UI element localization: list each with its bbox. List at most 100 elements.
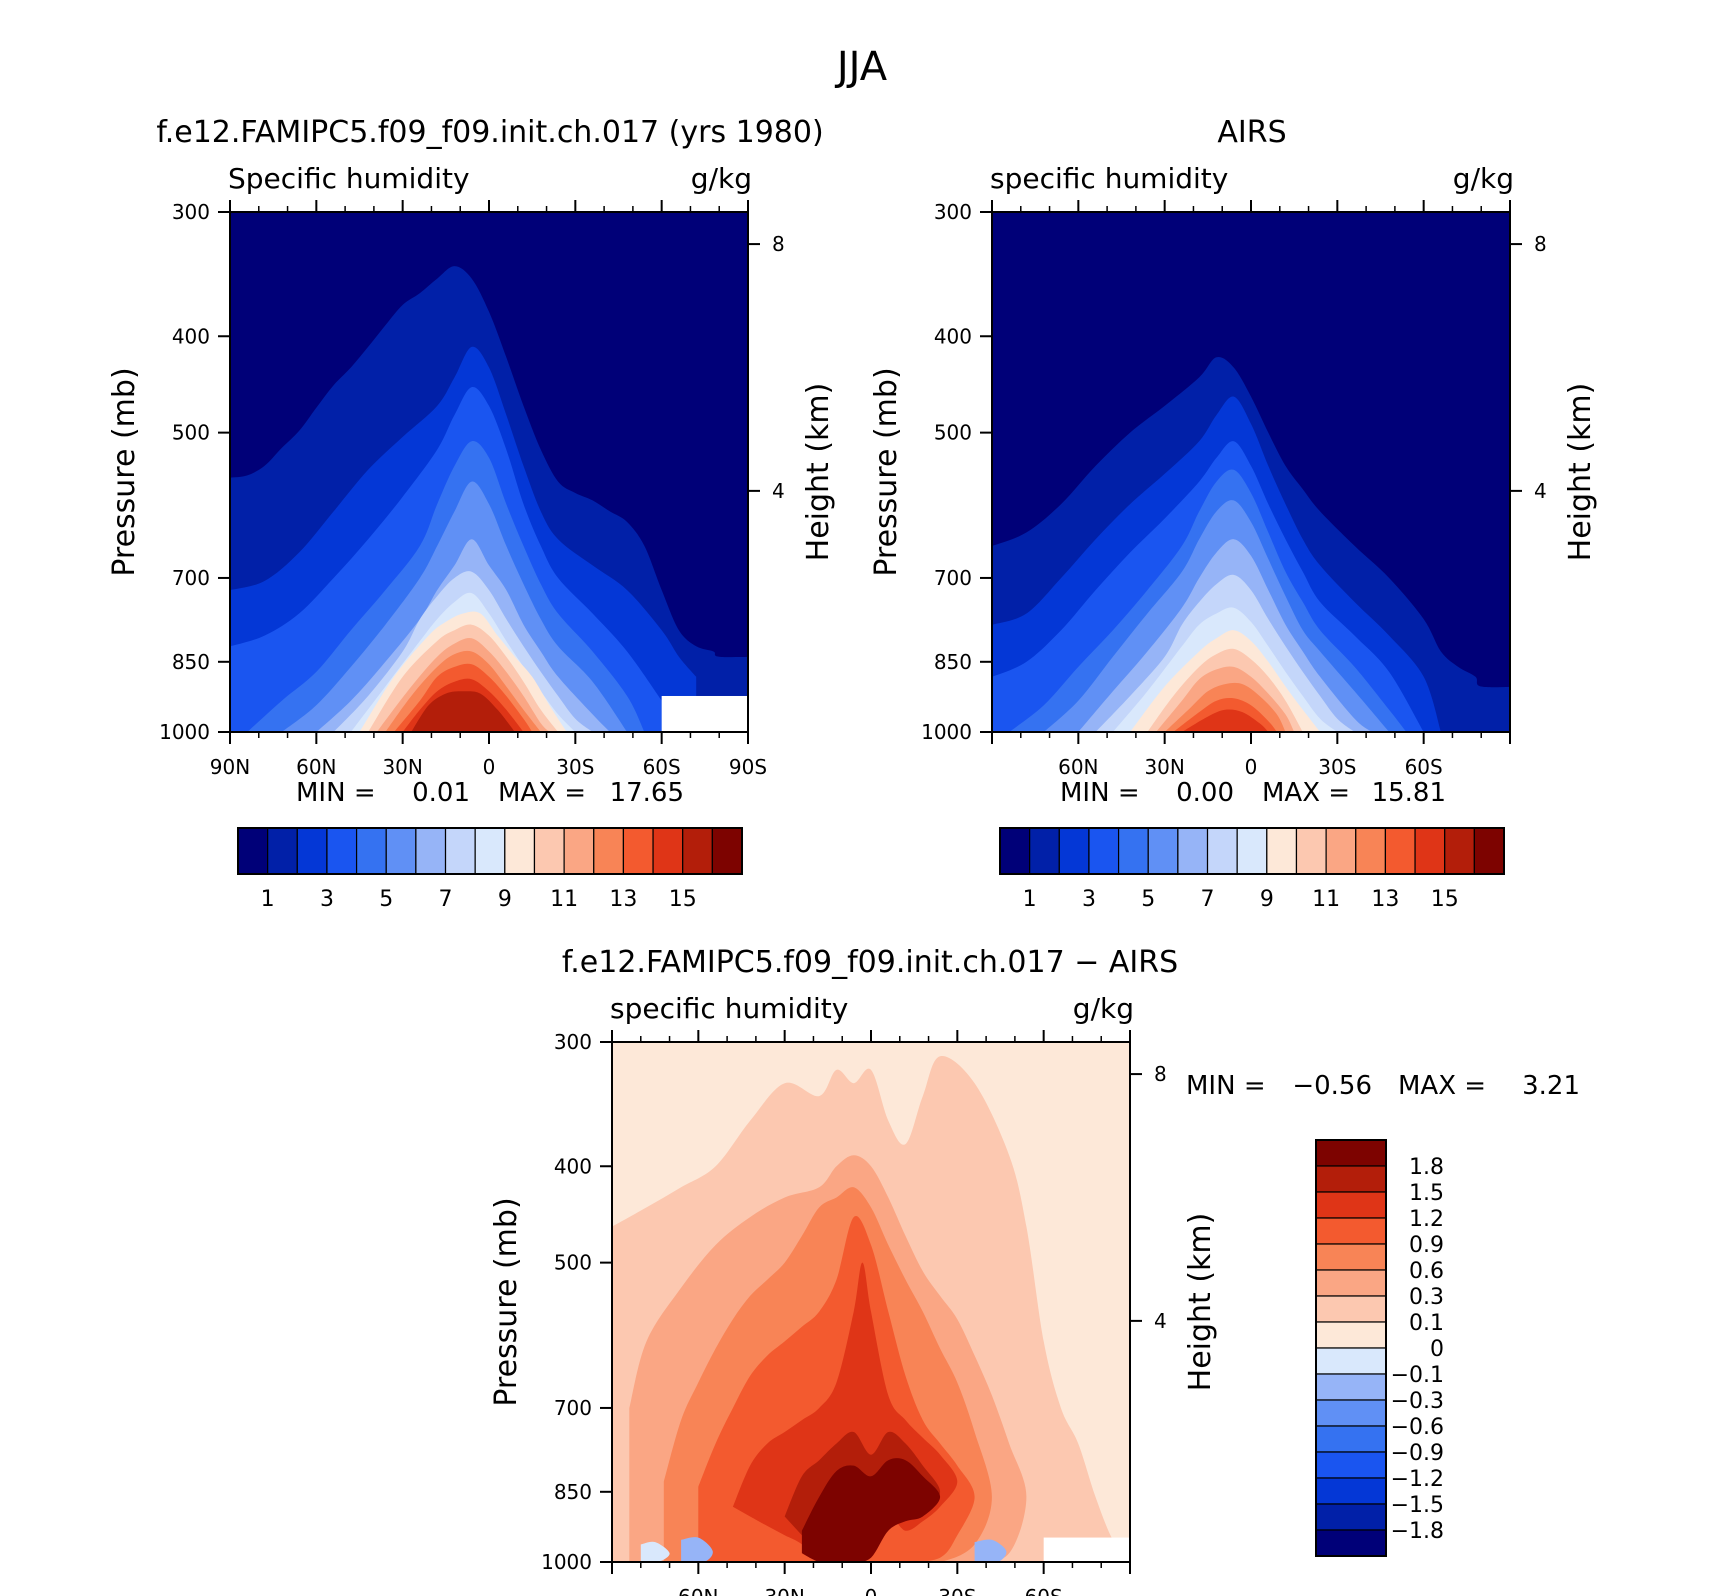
colorbar-frame: [237, 827, 743, 875]
colorbar-label: 0.6: [1409, 1259, 1444, 1284]
y-tick-label: 700: [934, 566, 972, 590]
colorbar-swatch: [1315, 1529, 1387, 1557]
colorbar-swatch: [682, 827, 713, 875]
panel-model-title: f.e12.FAMIPC5.f09_f09.init.ch.017 (yrs 1…: [156, 115, 823, 150]
contour-band-negative: [640, 1541, 670, 1562]
x-tick-label: 60N: [296, 755, 336, 779]
colorbar-swatch: [326, 827, 358, 875]
y-right-tick-label: 4: [1534, 479, 1547, 503]
panel-airs: AIRS specific humidity g/kg 60N 30N 0 30S 60…: [869, 115, 1598, 912]
x-tick-label: 90N: [210, 755, 250, 779]
colorbar-label: 3: [1082, 887, 1096, 912]
panel-model-min-label: MIN =: [296, 778, 376, 808]
missing-data: [1043, 1537, 1130, 1562]
panel-model-subtitle-right: g/kg: [691, 162, 752, 195]
panel-model-min-value: 0.01: [412, 778, 470, 808]
colorbar-swatch: [1315, 1295, 1387, 1323]
y-tick-label: 1000: [159, 720, 210, 744]
missing-data: [661, 695, 748, 732]
colorbar-label: −0.3: [1391, 1389, 1444, 1414]
panel-model-axes: 90N 60N 30N 0 30S 60S 90S 300 400 500 700 850 1000 8 4: [159, 200, 785, 779]
colorbar-swatch: [415, 827, 447, 875]
colorbar-swatch: [1315, 1217, 1387, 1245]
colorbar-label: 15: [669, 887, 697, 912]
colorbar-swatch: [652, 827, 684, 875]
panel-airs-max-value: 15.81: [1372, 778, 1446, 808]
colorbar-label: 5: [1141, 887, 1155, 912]
y-tick-label: 500: [554, 1251, 592, 1275]
colorbar-swatch: [1029, 827, 1060, 875]
panel-airs-title: AIRS: [1217, 115, 1286, 150]
x-tick-label: 60S: [1405, 755, 1443, 779]
colorbar-swatch: [1414, 827, 1446, 875]
colorbar-label: 0: [1430, 1337, 1444, 1362]
y-right-tick-label: 8: [1534, 232, 1547, 256]
colorbar-swatch: [1444, 827, 1475, 875]
colorbar-swatch: [1355, 827, 1387, 875]
colorbar-swatch: [444, 827, 476, 875]
x-tick-label: 60N: [1058, 755, 1098, 779]
colorbar-label: 1: [1023, 887, 1037, 912]
colorbar-label: 0.1: [1409, 1311, 1444, 1336]
y-tick-label: 850: [934, 650, 972, 674]
panel-airs-axes: 60N 30N 0 30S 60S 300 400 500 700 850 1000 8 4: [921, 200, 1547, 779]
panel-diff-ylabel-right: Height (km): [1183, 1213, 1218, 1392]
x-tick-label: 0: [1245, 755, 1258, 779]
panel-airs-ylabel-right: Height (km): [1563, 383, 1598, 562]
x-tick-label: 90S: [729, 755, 767, 779]
colorbar-swatch: [1266, 827, 1298, 875]
colorbar-swatch: [237, 827, 269, 875]
y-tick-label: 850: [554, 1480, 592, 1504]
colorbar-swatch: [1315, 1269, 1387, 1297]
x-tick-label: 30S: [556, 755, 594, 779]
colorbar-label: 9: [498, 887, 512, 912]
colorbar-label: 13: [1371, 887, 1399, 912]
panel-diff-min-label: MIN =: [1186, 1071, 1266, 1101]
colorbar-label: −0.1: [1391, 1363, 1444, 1388]
y-tick-label: 400: [934, 324, 972, 348]
colorbar-swatch: [1236, 827, 1268, 875]
colorbar-swatch: [1315, 1477, 1387, 1505]
colorbar-label: 1.2: [1409, 1207, 1444, 1232]
colorbar-label: 0.9: [1409, 1233, 1444, 1258]
colorbar-swatch: [355, 827, 387, 875]
y-tick-label: 1000: [541, 1550, 592, 1574]
colorbar-label: 13: [609, 887, 637, 912]
colorbar-swatch: [1315, 1399, 1387, 1427]
colorbar-label: 0.3: [1409, 1285, 1444, 1310]
panel-airs-min-value: 0.00: [1176, 778, 1234, 808]
colorbar-swatch: [504, 827, 536, 875]
colorbar-swatch: [1315, 1165, 1387, 1193]
x-tick-label: 60S: [1025, 1585, 1063, 1596]
colorbar-swatch: [474, 827, 506, 875]
colorbar-swatch: [1315, 1451, 1387, 1479]
panel-model-ylabel: Pressure (mb): [107, 367, 142, 576]
colorbar-swatch: [1315, 1191, 1387, 1219]
panel-diff-max-value: 3.21: [1522, 1071, 1580, 1101]
x-tick-label: 30N: [382, 755, 422, 779]
x-tick-label: 0: [483, 755, 496, 779]
panel-model-plot: [230, 212, 748, 732]
colorbar-label: −1.8: [1391, 1519, 1444, 1544]
contour-band-negative: [681, 1537, 713, 1562]
y-tick-label: 700: [172, 566, 210, 590]
panel-airs-ylabel: Pressure (mb): [869, 367, 904, 576]
colorbar-swatch: [1473, 827, 1505, 875]
contour-band: [801, 1458, 941, 1562]
colorbar-label: −1.2: [1391, 1467, 1444, 1492]
colorbar-label: 11: [550, 887, 578, 912]
panel-airs-max-label: MAX =: [1262, 778, 1350, 808]
colorbar-swatch: [267, 827, 298, 875]
x-tick-label: 0: [865, 1585, 878, 1596]
colorbar-label: −0.9: [1391, 1441, 1444, 1466]
y-tick-label: 500: [172, 421, 210, 445]
y-tick-label: 300: [554, 1030, 592, 1054]
panel-diff-colorbar: 1.81.51.20.90.60.30.10−0.1−0.3−0.6−0.9−1…: [1315, 1139, 1444, 1557]
colorbar-label: 1.5: [1409, 1181, 1444, 1206]
colorbar-swatch: [1088, 827, 1120, 875]
panel-diff-axes: 60N 30N 0 30S 60S 300 400 500 700 850 1000 8 4: [541, 1030, 1167, 1596]
contour-band-15: [411, 691, 515, 732]
y-right-tick-label: 8: [772, 232, 785, 256]
panel-model-ylabel-right: Height (km): [801, 383, 836, 562]
